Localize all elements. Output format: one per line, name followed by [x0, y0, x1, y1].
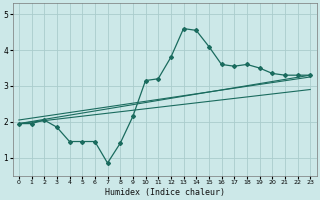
X-axis label: Humidex (Indice chaleur): Humidex (Indice chaleur): [105, 188, 225, 197]
